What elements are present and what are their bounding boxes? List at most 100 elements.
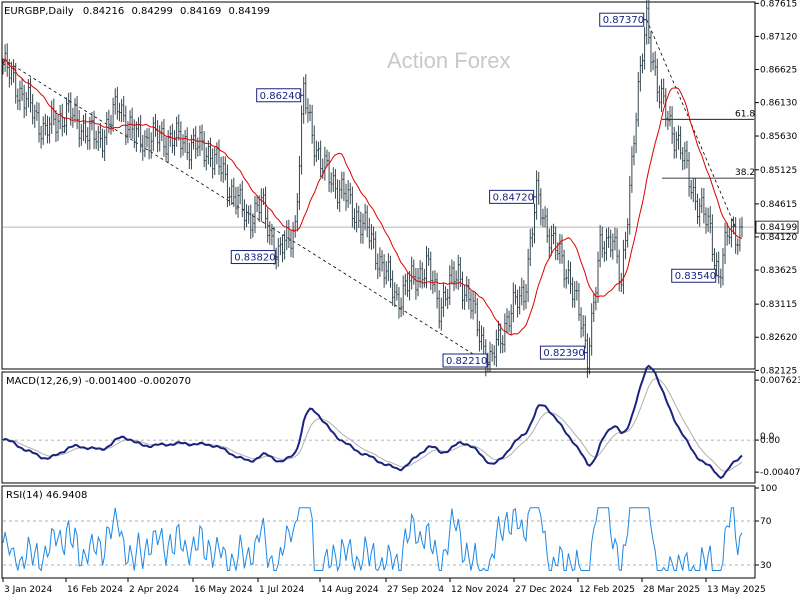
ohlc-bar (186, 127, 189, 160)
ohlc-bar (541, 208, 544, 228)
ohlc-bar (522, 280, 525, 311)
ohlc-bar (588, 337, 591, 375)
ohlc-bar (662, 78, 665, 105)
time-tick-label: 2 Apr 2024 (129, 585, 179, 595)
ohlc-bar (474, 291, 477, 314)
ohlc-bar (677, 125, 680, 150)
ohlc-bar (207, 140, 210, 165)
ohlc-bar (381, 250, 384, 272)
ohlc-bar (230, 179, 233, 205)
ohlc-bar (626, 218, 629, 248)
ohlc-bar (433, 270, 436, 293)
ohlc-bar (239, 183, 242, 205)
ohlc-bar (112, 97, 115, 132)
ohlc-bar (639, 55, 642, 92)
ohlc-bar (465, 276, 468, 302)
ohlc-bar (707, 207, 710, 232)
ohlc-bar (505, 308, 508, 334)
ohlc-bar (302, 76, 305, 124)
pivot-text: 0.83540 (675, 271, 716, 282)
ohlc-bar (592, 293, 595, 322)
ohlc-bar (601, 226, 604, 258)
pivot-box (489, 189, 535, 204)
ohlc-bar (270, 223, 273, 246)
time-tick-label: 16 Feb 2024 (67, 585, 123, 595)
ohlc-bar (194, 126, 197, 159)
ohlc-bar (427, 248, 430, 266)
ohlc-bar (510, 304, 513, 336)
ohlc-bar (139, 115, 142, 153)
ohlc-bar (347, 180, 350, 208)
ohlc-bar (491, 344, 494, 362)
ohlc-bar (366, 205, 369, 238)
ohlc-bar (357, 205, 360, 229)
pivot-label: 0.86240 (256, 88, 304, 103)
ohlc-bar (580, 307, 583, 338)
ohlc-bar (232, 177, 235, 207)
macd-tick-label: 0.00 (760, 436, 780, 446)
ohlc-bar (73, 98, 76, 123)
moving-average (2, 57, 743, 336)
ohlc-close: 0.84199 (229, 6, 270, 17)
ohlc-bar (448, 265, 451, 306)
ohlc-bar (245, 204, 248, 228)
pivot-label: 0.84720 (489, 189, 537, 204)
ohlc-bar (571, 277, 574, 308)
ohlc-bar (57, 114, 60, 141)
ohlc-bar (101, 128, 104, 158)
rsi-tick-label: 100 (760, 484, 777, 494)
ohlc-bar (181, 134, 184, 156)
ohlc-bar (141, 134, 144, 161)
pivot-box (539, 345, 585, 360)
ohlc-bar (709, 206, 712, 234)
ohlc-bar (741, 216, 743, 238)
ohlc-bar (690, 179, 693, 200)
ohlc-bar (69, 92, 72, 126)
time-tick-label: 12 Feb 2025 (579, 585, 635, 595)
ohlc-bar (84, 113, 87, 144)
ohlc-bar (336, 179, 339, 210)
ohlc-bar (137, 117, 140, 138)
ohlc-bar (116, 86, 119, 120)
ohlc-bar (321, 158, 324, 179)
ohlc-bar (671, 106, 674, 144)
ohlc-bar (533, 203, 536, 244)
ohlc-bar (726, 222, 729, 246)
ohlc-bar (150, 132, 153, 159)
pivot-box (230, 250, 276, 265)
ohlc-bar (296, 193, 299, 232)
ohlc-bar (315, 140, 318, 163)
ohlc-bar (512, 282, 515, 323)
ohlc-bar (14, 62, 17, 104)
price-bars (2, 0, 743, 379)
ohlc-bar (264, 186, 267, 229)
ohlc-bar (514, 284, 517, 305)
ohlc-bar (586, 333, 589, 379)
ohlc-bar (213, 145, 216, 176)
ohlc-bar (696, 193, 699, 225)
ohlc-bar (561, 234, 564, 264)
ohlc-bar (177, 114, 180, 141)
ohlc-bar (442, 283, 445, 317)
time-tick-label: 1 Jul 2024 (259, 585, 304, 595)
ohlc-bar (54, 109, 57, 143)
macd-zero-marker: 0.0 (760, 432, 775, 442)
ohlc-bar (78, 110, 81, 148)
ohlc-bar (158, 125, 161, 152)
ohlc-bar (63, 117, 66, 133)
ohlc-bar (224, 156, 227, 181)
rsi-tick-label: 30 (760, 561, 772, 571)
pivot-box (599, 12, 645, 27)
ohlc-bar (569, 261, 572, 294)
ohlc-bar (461, 271, 464, 310)
ohlc-bar (389, 255, 392, 288)
ohlc-bar (27, 78, 30, 108)
ohlc-bar (107, 109, 110, 134)
pivot-box (256, 88, 302, 103)
ohlc-bar (440, 297, 443, 331)
ohlc-bar (184, 130, 187, 153)
ohlc-bar (495, 329, 498, 367)
pivot-label: 0.83540 (671, 268, 719, 283)
watermark: Action Forex (387, 48, 511, 73)
price-axis: 0.87615 0.87120 0.86625 0.86130 0.85630 0.851… (755, 0, 799, 376)
